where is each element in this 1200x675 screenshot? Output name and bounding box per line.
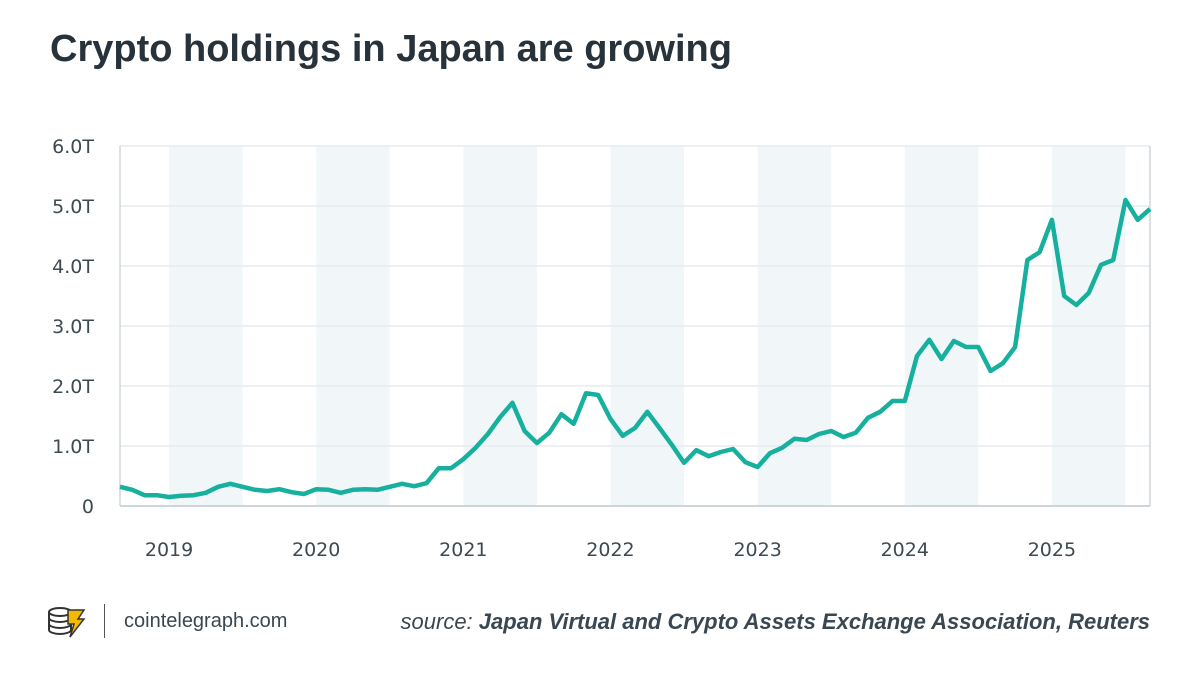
x-tick-label: 2023 xyxy=(733,539,781,561)
chart-title: Crypto holdings in Japan are growing xyxy=(50,28,732,70)
source-text: Japan Virtual and Crypto Assets Exchange… xyxy=(478,609,1150,634)
x-tick-label: 2024 xyxy=(881,539,929,561)
x-tick-label: 2025 xyxy=(1028,539,1076,561)
x-tick-label: 2019 xyxy=(145,539,193,561)
x-tick-label: 2021 xyxy=(439,539,487,561)
gridlines xyxy=(119,145,1151,507)
footer-divider xyxy=(104,604,105,638)
x-axis: 2019 2020 2021 2022 2023 2024 2025 xyxy=(145,539,1076,561)
x-tick-label: 2020 xyxy=(292,539,340,561)
y-tick-label: 2.0T xyxy=(52,376,94,398)
series xyxy=(119,197,1152,500)
y-axis: 0 1.0T 2.0T 3.0T 4.0T 5.0T 6.0T xyxy=(52,136,94,518)
y-tick-label: 5.0T xyxy=(52,196,94,218)
site-name: cointelegraph.com xyxy=(124,610,288,632)
cointelegraph-logo-icon xyxy=(46,604,90,644)
y-tick-label: 6.0T xyxy=(52,136,94,158)
y-tick-label: 0 xyxy=(82,496,94,518)
y-tick-label: 4.0T xyxy=(52,256,94,278)
source-label: source: xyxy=(400,609,473,634)
y-tick-label: 3.0T xyxy=(52,316,94,338)
source-note: source: Japan Virtual and Crypto Assets … xyxy=(401,609,1150,635)
y-tick-label: 1.0T xyxy=(52,436,94,458)
x-tick-label: 2022 xyxy=(586,539,634,561)
line-chart: 01.0T2.0T3.0T4.0T5.0T6.0T 2019 2020 2021 20… xyxy=(52,136,1152,561)
